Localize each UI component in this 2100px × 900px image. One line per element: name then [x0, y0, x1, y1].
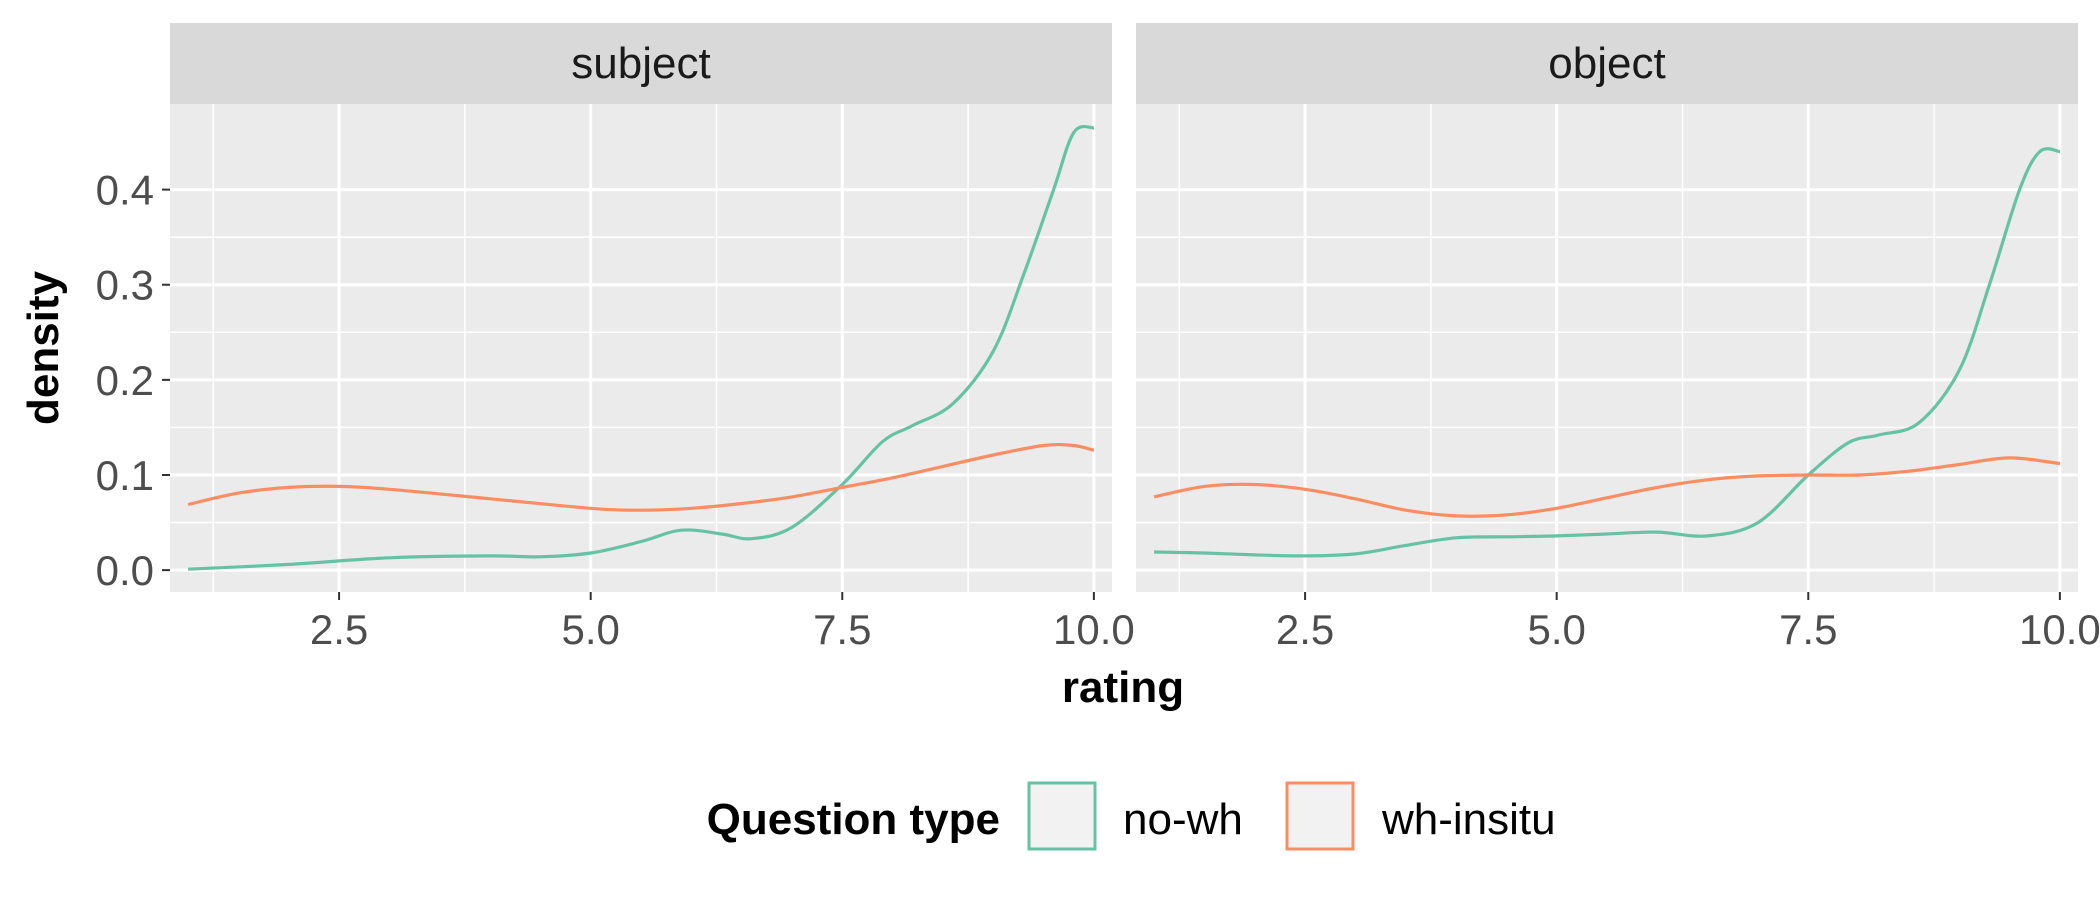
y-tick-label: 0.4 [96, 167, 154, 214]
panel-subject: subject 2.5 5.0 7.5 10.0 0.0 0.1 0.2 0.3 0.4 [96, 23, 1135, 653]
legend-label-wh-insitu: wh-insitu [1381, 795, 1556, 844]
y-axis-title: density [19, 270, 68, 425]
legend: Question type no-wh wh-insitu [707, 781, 1556, 851]
y-tick-label: 0.3 [96, 262, 154, 309]
strip-label-subject: subject [571, 39, 710, 88]
x-tick-label: 5.0 [561, 606, 619, 653]
x-tick-label: 5.0 [1527, 606, 1585, 653]
x-axis-title: rating [1062, 663, 1184, 712]
density-line-wh-insitu-object [1153, 456, 2061, 518]
strip-label-object: object [1548, 39, 1665, 88]
density-line-no-wh-object [1154, 147, 2061, 558]
legend-key-wh-insitu [1285, 781, 1355, 851]
strip-background [170, 23, 1112, 104]
x-tick-label: 10.0 [2019, 606, 2100, 653]
panel-background [1136, 104, 2078, 592]
legend-entry-wh-insitu: wh-insitu [1285, 781, 1556, 851]
strip-background [1136, 23, 2078, 104]
panel-object: object 2.5 5.0 7.5 10.0 [1136, 23, 2100, 653]
panel-background [170, 104, 1112, 592]
y-tick-label: 0.1 [96, 452, 154, 499]
y-tick-label: 0.2 [96, 357, 154, 404]
x-tick-label: 2.5 [310, 606, 368, 653]
x-tick-label: 2.5 [1276, 606, 1334, 653]
y-tick-label: 0.0 [96, 547, 154, 594]
legend-label-no-wh: no-wh [1123, 795, 1243, 844]
x-tick-label: 7.5 [1779, 606, 1837, 653]
x-tick-label: 7.5 [813, 606, 871, 653]
legend-key-no-wh [1027, 781, 1097, 851]
legend-title: Question type [707, 795, 1000, 844]
density-line-no-wh-subject [188, 124, 1095, 571]
legend-entry-no-wh: no-wh [1027, 781, 1243, 851]
x-tick-label: 10.0 [1053, 606, 1135, 653]
density-line-wh-insitu-subject [187, 442, 1095, 512]
